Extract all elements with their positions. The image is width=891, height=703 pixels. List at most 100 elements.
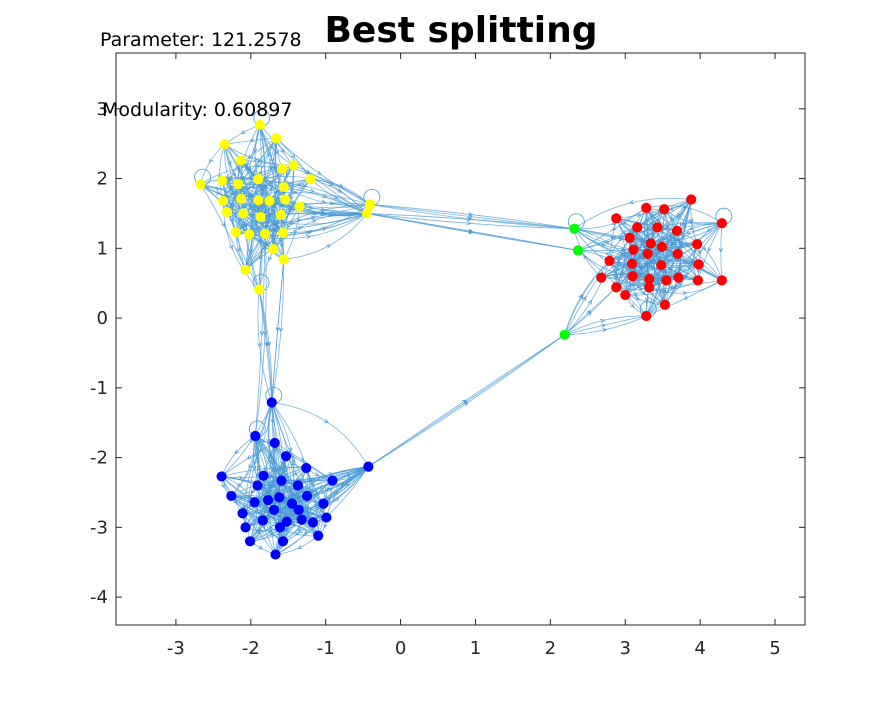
edge-arrow (688, 220, 694, 225)
node-point (642, 248, 653, 259)
node-point (277, 163, 288, 174)
node-point (632, 222, 643, 233)
edge-arrow (259, 528, 264, 533)
node-point (627, 271, 638, 282)
y-tick-label: -2 (90, 448, 108, 469)
edge-arrow (280, 507, 286, 512)
y-tick-label: -1 (90, 378, 108, 399)
node-point (327, 475, 338, 486)
node-point (259, 228, 271, 239)
edge-arrow (617, 235, 623, 240)
edge-arrow (308, 205, 314, 210)
node-point (268, 504, 280, 516)
edge-arrow (270, 208, 276, 214)
edge-arrow (298, 225, 303, 231)
edge-arrow (665, 268, 670, 274)
edge-arrow (463, 402, 469, 407)
node-point (641, 310, 652, 322)
edge-arrow (236, 482, 242, 487)
node-point (652, 222, 663, 233)
node-point (296, 514, 307, 525)
edge-arrow (651, 258, 657, 263)
edge-arrow (636, 283, 642, 288)
x-tick-label: -2 (242, 638, 260, 659)
node-point (611, 282, 622, 293)
edge-arrow (299, 489, 305, 494)
edge-arrow (229, 244, 233, 250)
node-point (292, 480, 304, 491)
node-point (253, 195, 264, 206)
edge-arrow (684, 274, 690, 279)
edge-arrow (272, 500, 278, 505)
edge-arrow (707, 247, 712, 252)
node-point (628, 244, 639, 255)
edge-arrow (247, 223, 252, 229)
node-point (624, 232, 635, 243)
node-point (253, 174, 264, 185)
edge-arrow (322, 226, 327, 231)
node-point (280, 451, 292, 462)
edge-arrow (261, 524, 266, 530)
node-point (313, 530, 324, 541)
edge-arrow (249, 249, 254, 254)
edge-arrow (240, 175, 245, 181)
node-point (240, 264, 251, 276)
node-point (280, 194, 291, 205)
edge-arrow (310, 215, 316, 220)
node-point (232, 179, 244, 190)
axis-ticks: -3 -2 -1 0 1 2 3 4 5 -4 -3 -2 -1 0 1 2 3 (90, 53, 805, 659)
edge-arrow (587, 299, 592, 305)
edge-arrow (324, 418, 329, 424)
edge-arrow (250, 489, 255, 495)
edge-arrow (235, 247, 241, 253)
edge-arrow (279, 242, 284, 248)
edge-arrow (260, 221, 265, 227)
edge-arrow (286, 224, 291, 229)
edge-arrow (611, 226, 617, 231)
x-tick-label: -1 (317, 638, 335, 659)
edge-arrow (637, 266, 643, 271)
edge-arrow (468, 214, 473, 219)
node-point (274, 492, 285, 503)
y-tick-label: 3 (97, 99, 108, 120)
edge-arrow (268, 256, 273, 262)
edge-arrow (266, 341, 271, 347)
node-point (269, 437, 280, 449)
edge-arrow (262, 466, 268, 471)
node-point (250, 430, 261, 442)
y-tick-label: -3 (90, 517, 108, 538)
edge-arrow (291, 458, 296, 463)
edge-arrow (258, 169, 263, 174)
network-nodes (195, 119, 727, 560)
node-point (254, 119, 265, 130)
edge-arrow (307, 507, 313, 512)
parameter-annotation: Parameter: 121.2578 (100, 29, 302, 51)
edge-arrow (292, 190, 298, 195)
edge-arrow (688, 259, 694, 264)
node-point (596, 272, 607, 283)
edge-arrow (579, 294, 584, 300)
edge-arrow (321, 207, 327, 212)
edge-arrow (621, 229, 627, 234)
edge-arrow (631, 254, 637, 259)
node-point (644, 282, 655, 293)
edge-arrow (265, 212, 271, 217)
x-tick-label: 0 (395, 638, 406, 659)
edge-arrow (308, 488, 314, 493)
edge-arrow (246, 454, 252, 460)
edge-arrow (297, 529, 303, 534)
edge-arrow (316, 170, 322, 176)
node-point (656, 241, 668, 253)
edge-arrow (655, 287, 660, 293)
edge-arrow (258, 545, 264, 550)
edge-arrow (221, 222, 225, 228)
edge-arrow (255, 162, 260, 168)
node-point (252, 480, 263, 491)
node-point (671, 225, 683, 236)
edge-arrow (326, 244, 331, 249)
node-point (620, 289, 631, 301)
edge-arrow (671, 236, 677, 241)
edge-arrow (279, 327, 284, 333)
node-point (240, 522, 251, 533)
